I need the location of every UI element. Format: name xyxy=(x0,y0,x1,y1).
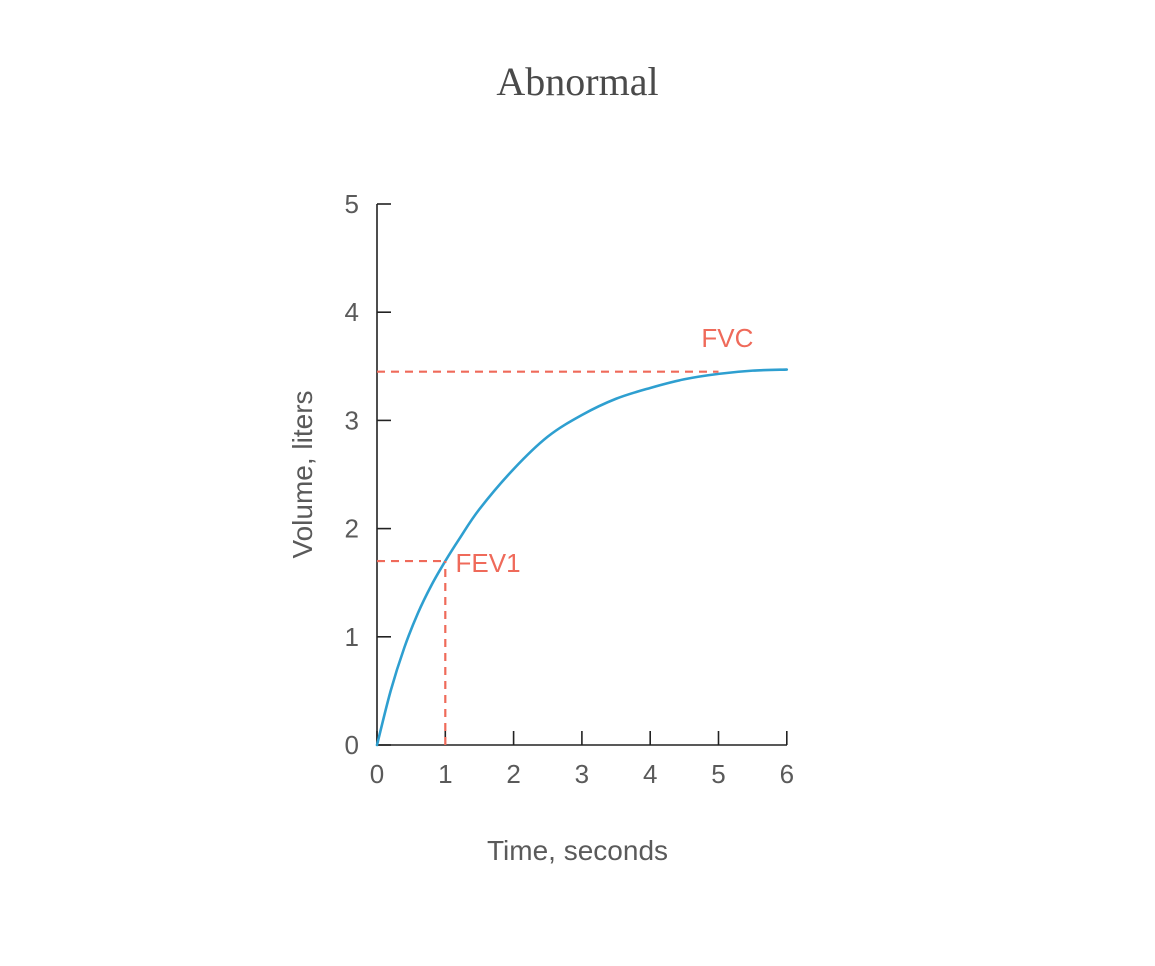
y-tick-label: 0 xyxy=(345,730,359,760)
y-tick-label: 4 xyxy=(345,297,359,327)
x-tick-label: 3 xyxy=(575,759,589,789)
chart-title: Abnormal xyxy=(0,58,1155,105)
volume-time-curve xyxy=(377,370,787,745)
y-axis-label: Volume, liters xyxy=(287,204,319,745)
y-tick-label: 2 xyxy=(345,514,359,544)
x-tick-label: 4 xyxy=(643,759,657,789)
chart-container: { "chart": { "type": "line", "title": "A… xyxy=(0,0,1155,966)
x-tick-label: 5 xyxy=(711,759,725,789)
fvc-line-label: FVC xyxy=(701,323,753,353)
x-tick-label: 0 xyxy=(370,759,384,789)
x-axis-label: Time, seconds xyxy=(0,835,1155,867)
y-tick-label: 1 xyxy=(345,622,359,652)
spirometry-chart: 0 1 2 3 4 5 6 0 1 2 3 4 5 FVC FEV1 xyxy=(0,0,1155,966)
y-tick-label: 3 xyxy=(345,405,359,435)
y-tick-label: 5 xyxy=(345,189,359,219)
x-tick-label: 1 xyxy=(438,759,452,789)
fev1-marker-label: FEV1 xyxy=(456,548,521,578)
x-tick-label: 6 xyxy=(780,759,794,789)
x-tick-label: 2 xyxy=(506,759,520,789)
